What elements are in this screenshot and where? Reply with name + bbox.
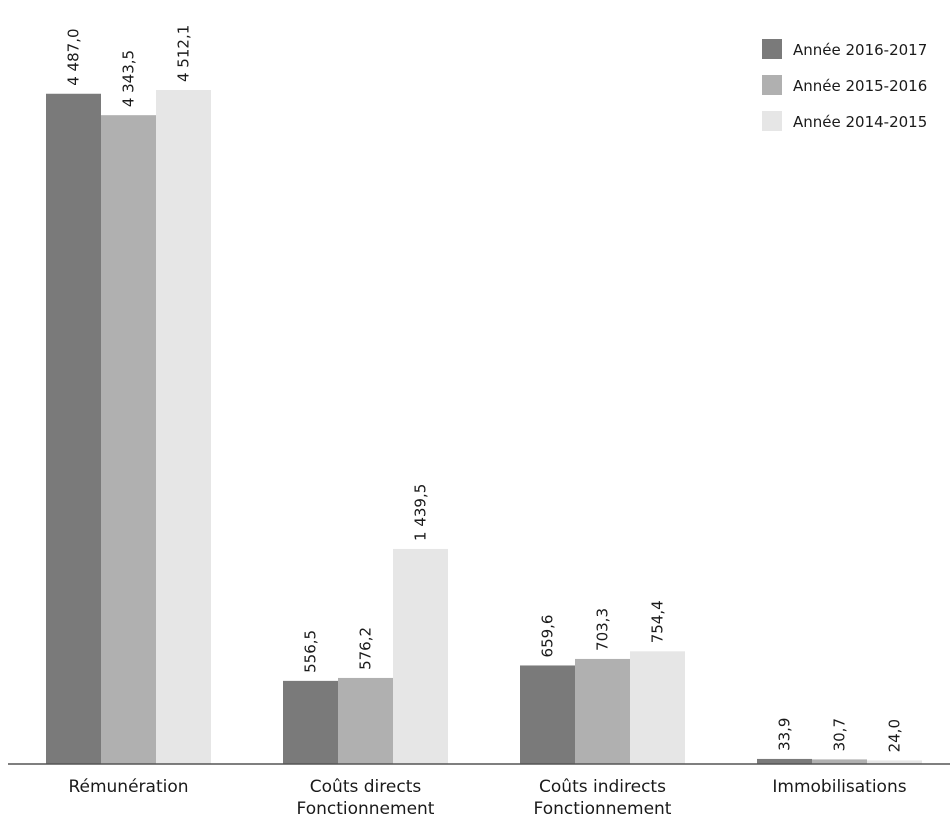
bar-1-series-3 bbox=[156, 90, 211, 764]
legend-swatch bbox=[762, 75, 782, 95]
value-label: 4 343,5 bbox=[120, 50, 138, 107]
value-label: 33,9 bbox=[776, 718, 794, 751]
legend-label: Année 2016-2017 bbox=[793, 41, 927, 59]
value-label: 754,4 bbox=[649, 600, 667, 643]
bar-3-series-3 bbox=[630, 651, 685, 764]
value-label: 576,2 bbox=[357, 627, 375, 670]
bar-4-series-2 bbox=[812, 759, 867, 764]
bar-2-series-2 bbox=[338, 677, 393, 764]
bar-3-series-1 bbox=[520, 665, 575, 764]
value-label: 703,3 bbox=[594, 608, 612, 651]
bar-1-series-1 bbox=[46, 93, 101, 765]
value-label: 4 512,1 bbox=[175, 25, 193, 82]
legend-label: Année 2015-2016 bbox=[793, 77, 927, 95]
category-label: Rémunération bbox=[68, 777, 188, 797]
bar-2-series-3 bbox=[393, 548, 448, 764]
bar-4-series-3 bbox=[867, 760, 922, 764]
value-label: 24,0 bbox=[886, 719, 904, 752]
category-label: Coûts directs Fonctionnement bbox=[297, 777, 435, 819]
value-label: 659,6 bbox=[539, 615, 557, 658]
bar-4-series-1 bbox=[757, 758, 812, 764]
value-label: 4 487,0 bbox=[65, 28, 83, 85]
legend-swatch bbox=[762, 39, 782, 59]
legend-label: Année 2014-2015 bbox=[793, 113, 927, 131]
category-label: Coûts indirects Fonctionnement bbox=[534, 777, 672, 819]
value-label: 1 439,5 bbox=[412, 484, 430, 541]
bar-3-series-2 bbox=[575, 658, 630, 764]
legend-swatch bbox=[762, 111, 782, 131]
bar-1-series-2 bbox=[101, 115, 156, 764]
legend: Année 2016-2017 Année 2015-2016 Année 2014… bbox=[762, 39, 927, 131]
value-label: 556,5 bbox=[302, 630, 320, 673]
bar-2-series-1 bbox=[283, 680, 338, 764]
value-label: 30,7 bbox=[831, 718, 849, 751]
category-label: Immobilisations bbox=[772, 777, 906, 797]
